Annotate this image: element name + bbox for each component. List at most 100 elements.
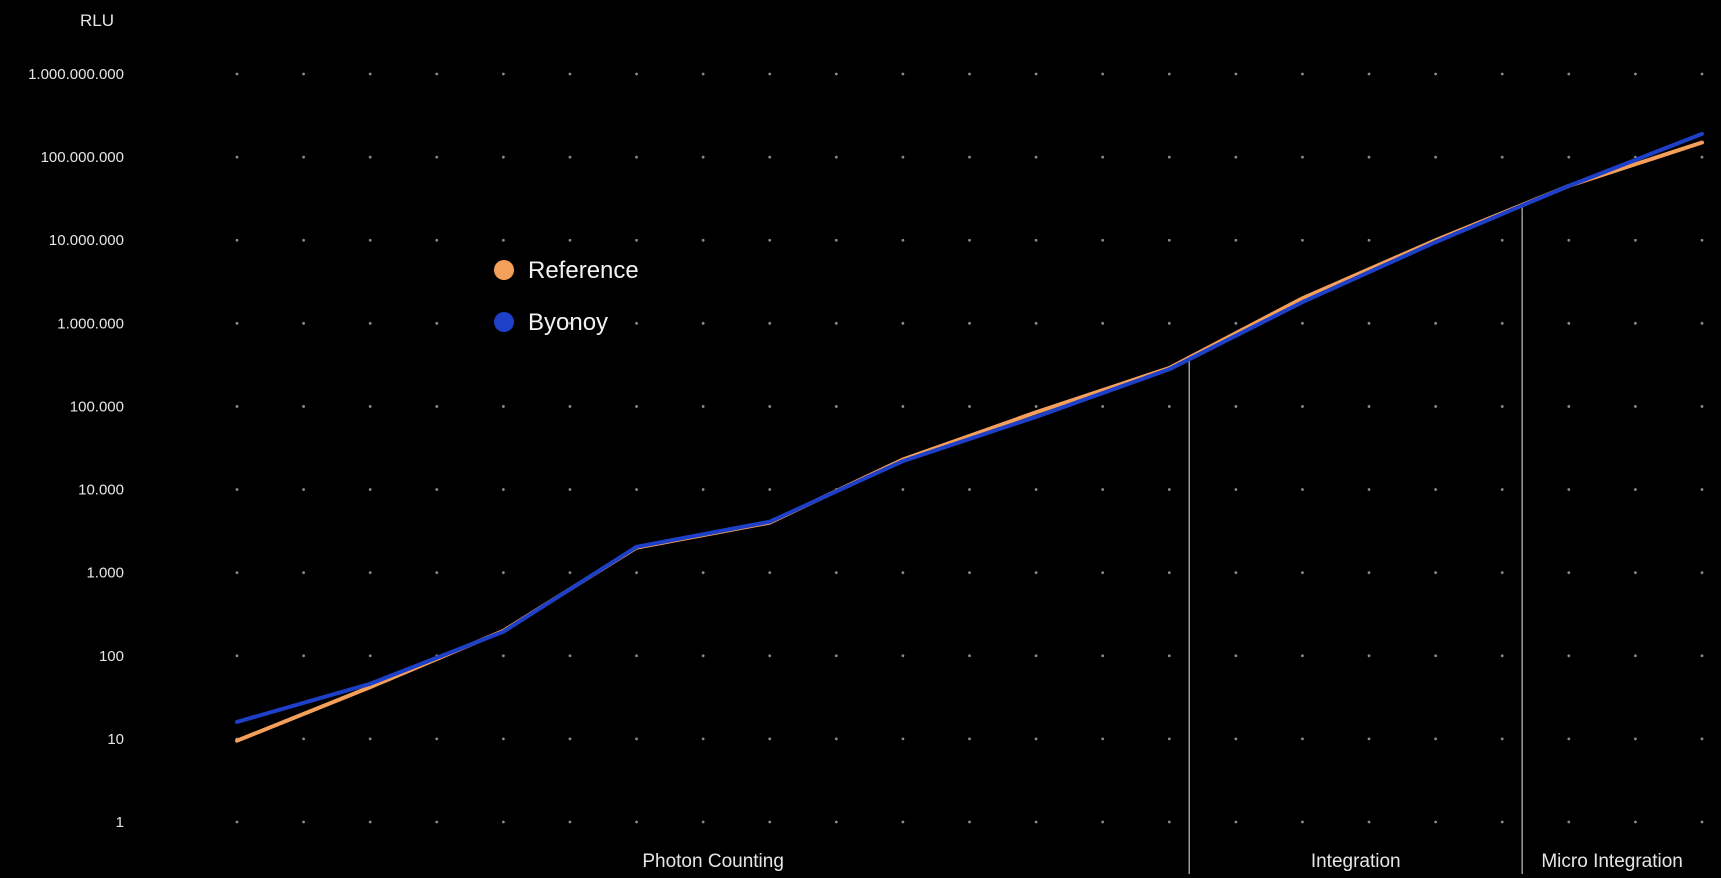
grid-dot [235, 405, 239, 408]
grid-dot [1034, 238, 1038, 242]
grid-dot [302, 654, 305, 658]
grid-dot [968, 238, 971, 242]
grid-dot [968, 488, 971, 491]
grid-dot [901, 737, 905, 741]
grid-dot [1301, 155, 1304, 159]
grid-dot [235, 72, 239, 76]
grid-dot [1301, 72, 1304, 76]
grid-dot [768, 488, 772, 491]
y-tick-label: 100.000 [70, 398, 124, 415]
grid-dot [501, 654, 505, 658]
grid-dot [435, 238, 439, 242]
y-tick-label: 100 [99, 648, 124, 665]
y-axis: RLU 1 10 100 1.000 10.000 100.000 1.000.000 10.… [28, 11, 124, 831]
grid-dot [1434, 321, 1438, 325]
grid-dot [1434, 820, 1438, 824]
grid-dot [901, 321, 905, 325]
grid-dot [435, 820, 439, 824]
grid-dot [1500, 238, 1504, 242]
grid-dot [1167, 155, 1171, 159]
grid-dot [568, 72, 572, 76]
grid-dot [1567, 820, 1571, 824]
grid-dot [501, 488, 505, 491]
grid-dot [1101, 238, 1105, 242]
grid-dot [1234, 72, 1238, 76]
grid-dot [1700, 405, 1704, 408]
grid-dot [1500, 321, 1504, 325]
grid-dot [1500, 72, 1504, 76]
grid-dot [568, 405, 572, 408]
grid-dot [1034, 654, 1038, 658]
grid-dot [834, 155, 838, 159]
grid-dot [834, 72, 838, 76]
y-tick-label: 1.000 [86, 565, 124, 582]
grid-dot [968, 405, 971, 408]
grid-dot [368, 488, 372, 491]
grid-dot [701, 654, 705, 658]
grid-dot [1301, 820, 1304, 824]
grid-dot [435, 155, 439, 159]
grid-dot [1700, 321, 1704, 325]
grid-dot [1101, 72, 1105, 76]
grid-dot [235, 155, 239, 159]
grid-dot [768, 654, 772, 658]
grid-dot [834, 321, 838, 325]
region-label: Photon Counting [642, 851, 784, 872]
grid-dot [1634, 72, 1637, 76]
grid-dot [1634, 405, 1637, 408]
grid-dot [701, 321, 705, 325]
grid-dot [968, 155, 971, 159]
grid-dot [368, 155, 372, 159]
grid-dot [834, 238, 838, 242]
grid-dot [768, 737, 772, 741]
grid-dot [701, 72, 705, 76]
region-label: Integration [1311, 851, 1401, 872]
grid-dot [302, 238, 305, 242]
grid-dot [501, 72, 505, 76]
grid-dot [1101, 737, 1105, 741]
grid-dot [968, 654, 971, 658]
grid-dot [501, 238, 505, 242]
grid-dot [901, 238, 905, 242]
grid-dot [568, 155, 572, 159]
grid-dot [901, 405, 905, 408]
grid-dot [1700, 571, 1704, 575]
y-axis-unit-label: RLU [80, 11, 114, 30]
grid-dot [1234, 405, 1238, 408]
grid-dot [1034, 488, 1038, 491]
region-label: Micro Integration [1541, 851, 1683, 872]
grid-dot [901, 488, 905, 491]
grid-dot [1167, 820, 1171, 824]
grid-dot [1367, 654, 1371, 658]
y-tick-label: 1.000.000.000 [28, 66, 124, 83]
legend-label: Byonoy [528, 309, 608, 336]
grid-dot [1500, 571, 1504, 575]
grid-dot [1301, 488, 1304, 491]
grid-dot [834, 571, 838, 575]
grid-dot [235, 571, 239, 575]
grid-dot [701, 405, 705, 408]
grid-dot [901, 155, 905, 159]
legend-swatch [494, 260, 514, 280]
region-labels: Photon Counting Integration Micro Integrat… [642, 851, 1683, 872]
grid-dot [1434, 488, 1438, 491]
grid-dot [768, 571, 772, 575]
grid-dot [1167, 238, 1171, 242]
y-tick-label: 10.000.000 [49, 232, 124, 249]
grid-dot [635, 405, 638, 408]
grid-dot [1101, 488, 1105, 491]
grid-dot [901, 654, 905, 658]
grid-dot [1167, 488, 1171, 491]
grid-dot [1434, 654, 1438, 658]
legend: Reference Byonoy [494, 257, 639, 336]
grid-dot [1034, 405, 1038, 408]
grid-dot [1034, 72, 1038, 76]
grid-dot [1700, 488, 1704, 491]
grid-dot [968, 820, 971, 824]
grid-dot [1700, 737, 1704, 741]
region-dividers [1188, 204, 1523, 874]
grid-dot [1634, 737, 1637, 741]
grid-dot [235, 654, 239, 658]
grid-dot [235, 488, 239, 491]
